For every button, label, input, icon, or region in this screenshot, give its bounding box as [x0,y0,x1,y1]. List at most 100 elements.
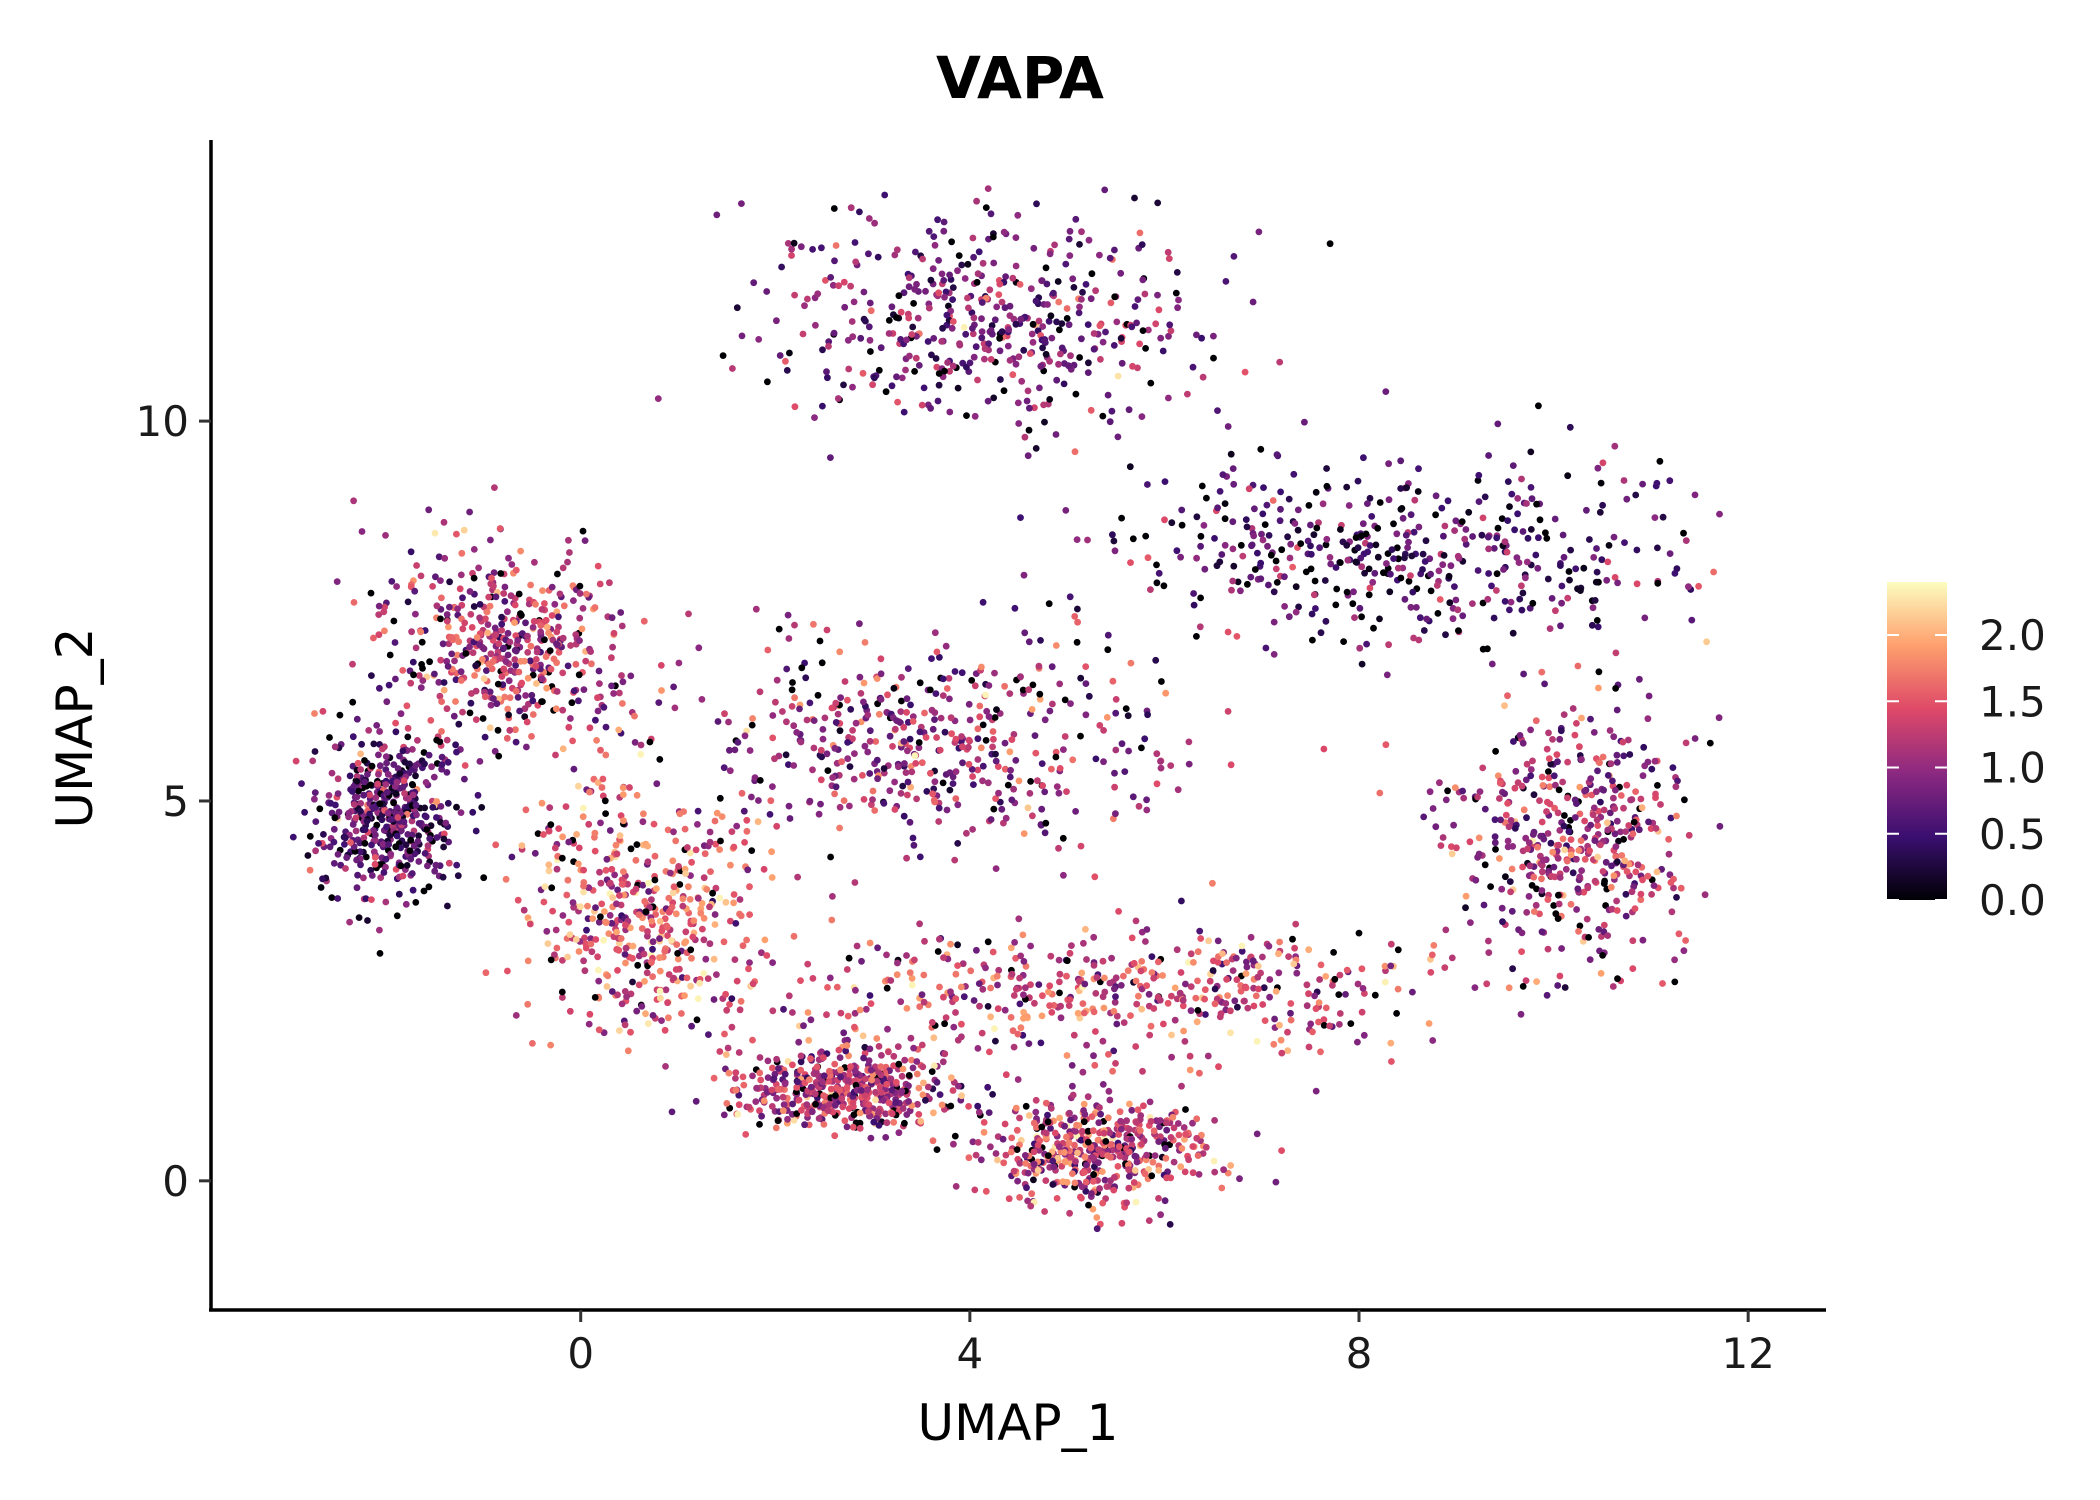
data-point [1078,1194,1085,1202]
data-point [1061,696,1069,704]
data-point [682,928,690,936]
data-point [1606,727,1614,734]
data-point [616,832,624,839]
data-point [587,935,595,943]
data-point [969,325,976,332]
data-point [934,948,942,955]
data-point [1543,991,1551,999]
data-point [1200,522,1208,529]
data-point [976,713,984,721]
data-point [1397,574,1405,582]
data-point [1471,984,1479,991]
data-point [940,227,948,235]
data-point [395,890,403,898]
data-point [1012,757,1020,764]
data-point [656,756,664,763]
data-point [1361,990,1368,997]
data-point [1084,1093,1092,1101]
data-point [1364,500,1371,507]
data-point [415,832,422,840]
data-point [440,679,448,686]
data-point [936,983,943,991]
data-point [570,687,578,695]
data-point [1193,1018,1201,1026]
data-point [1287,540,1295,548]
data-point [1189,1169,1197,1177]
data-point [1343,966,1351,974]
data-point [954,941,961,949]
data-point [1624,736,1632,744]
data-point [1381,962,1389,970]
data-point [974,270,982,278]
data-point [844,1012,852,1020]
data-point [1571,731,1579,739]
data-point [547,1041,554,1049]
data-point [393,583,400,590]
data-point [1342,991,1349,998]
data-point [841,678,849,685]
data-point [689,933,697,941]
data-point [1557,622,1564,630]
data-point [1151,1152,1159,1159]
data-point [1462,526,1470,533]
data-point [386,651,394,659]
data-point [1137,967,1145,975]
data-point [774,1117,782,1125]
data-point [1271,1015,1278,1023]
data-point [638,925,646,932]
data-point [1270,588,1278,596]
data-point [1101,186,1109,194]
data-point [1652,790,1659,798]
data-point [1249,298,1257,306]
data-point [1126,463,1134,471]
data-point [440,835,448,843]
data-point [767,797,775,805]
data-point [1255,985,1262,993]
data-point [1436,596,1444,603]
data-point [1118,1219,1126,1227]
data-point [1365,565,1373,573]
data-point [888,1110,896,1118]
data-point [1036,690,1044,698]
data-point [1504,692,1511,700]
data-point [1090,1052,1097,1060]
data-point [979,259,987,267]
data-point [564,876,572,884]
data-point [702,955,710,963]
data-point [1534,564,1542,572]
data-point [1552,781,1559,789]
data-point [795,1038,803,1046]
data-point [521,713,529,721]
data-point [865,250,872,258]
data-point [779,1107,787,1115]
data-point [768,1086,776,1094]
data-point [1567,900,1575,908]
data-point [1476,788,1484,795]
data-point [1128,1106,1136,1114]
data-point [357,861,364,869]
data-point [1025,638,1033,646]
data-point [594,953,601,961]
data-point [1178,521,1186,529]
data-point [1090,330,1098,337]
data-point [1606,809,1614,817]
data-point [1608,862,1615,870]
data-point [403,702,411,710]
data-point [1530,873,1538,881]
data-point [457,571,465,579]
data-point [1612,685,1619,692]
data-point [1509,629,1517,637]
data-point [1088,1113,1096,1120]
data-point [733,304,741,312]
data-point [1111,246,1118,254]
data-point [679,895,687,903]
data-point [907,1034,915,1042]
data-point [1232,954,1240,962]
data-point [965,700,973,708]
data-point [1042,1177,1050,1184]
data-point [431,867,439,875]
data-point [844,1036,851,1044]
data-point [831,1132,839,1140]
data-point [1096,1185,1103,1192]
data-point [976,702,984,710]
